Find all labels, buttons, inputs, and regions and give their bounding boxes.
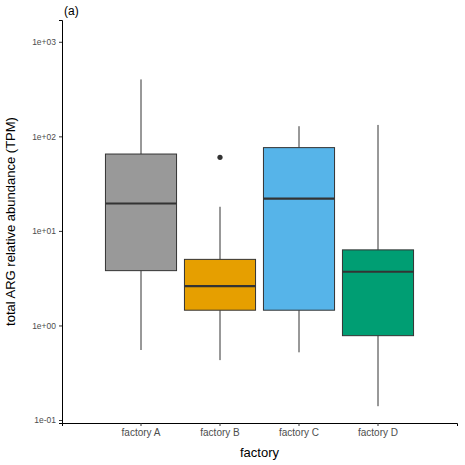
median	[184, 285, 255, 287]
y-tick: 1e+01	[32, 226, 62, 236]
median	[263, 197, 334, 199]
title: (a)	[64, 4, 79, 18]
upper-whisker	[220, 207, 221, 260]
lower-whisker	[299, 310, 300, 352]
x-tick: factory B	[200, 423, 240, 438]
chart: 1e-011e+001e+011e+021e+03factory Afactor…	[0, 0, 465, 465]
y-axis-title: total ARG relative abundance (TPM)	[3, 117, 18, 326]
y-tick: 1e-01	[34, 415, 62, 425]
lower-whisker	[378, 336, 379, 407]
x-tick: factory C	[279, 423, 319, 438]
y-tick: 1e+02	[32, 132, 62, 142]
y-tick-mark	[59, 231, 62, 232]
upper-whisker	[141, 79, 142, 154]
lower-whisker	[141, 271, 142, 350]
box	[342, 250, 413, 336]
upper-whisker	[299, 126, 300, 147]
box-group	[263, 126, 334, 352]
box-group	[342, 125, 413, 406]
y-tick-label: 1e+01	[32, 226, 56, 236]
x-tick-label: factory C	[279, 427, 319, 438]
y-tick-mark	[59, 420, 62, 421]
marks	[105, 79, 413, 406]
plot: 1e-011e+001e+011e+021e+03factory Afactor…	[32, 21, 457, 439]
box-group	[184, 155, 255, 360]
x-tick-label: factory B	[200, 427, 240, 438]
y-tick: 1e+00	[32, 321, 62, 331]
y-tick-label: 1e+03	[32, 37, 56, 47]
y-tick-mark	[59, 136, 62, 137]
y-tick-mark	[59, 42, 62, 43]
y-tick-mark	[59, 325, 62, 326]
median	[105, 202, 176, 204]
y-tick-label: 1e+00	[32, 321, 56, 331]
y-axis: 1e-01 1e+00 1e+01 1e+02 1e+03	[32, 21, 62, 426]
x-axis-title: factory	[240, 445, 280, 460]
box-group	[105, 79, 176, 350]
lower-whisker	[220, 310, 221, 360]
box	[105, 154, 176, 271]
y-tick: 1e+03	[32, 37, 62, 47]
x-tick-mark	[220, 423, 221, 426]
box	[184, 259, 255, 310]
x-tick-label: factory D	[358, 427, 398, 438]
box	[263, 148, 334, 311]
outlier	[217, 155, 222, 160]
x-tick-mark	[378, 423, 379, 426]
x-tick-label: factory A	[122, 427, 161, 438]
median	[342, 271, 413, 273]
x-tick-mark	[141, 423, 142, 426]
upper-whisker	[378, 125, 379, 250]
x-tick-mark	[299, 423, 300, 426]
y-tick-label: 1e-01	[34, 415, 56, 425]
x-axis-line	[63, 424, 458, 427]
x-tick: factory A	[122, 423, 161, 438]
y-axis-line	[59, 21, 63, 424]
x-tick: factory D	[358, 423, 398, 438]
y-tick-label: 1e+02	[32, 132, 56, 142]
x-axis: factory A factory B factory C factory D	[63, 423, 458, 438]
